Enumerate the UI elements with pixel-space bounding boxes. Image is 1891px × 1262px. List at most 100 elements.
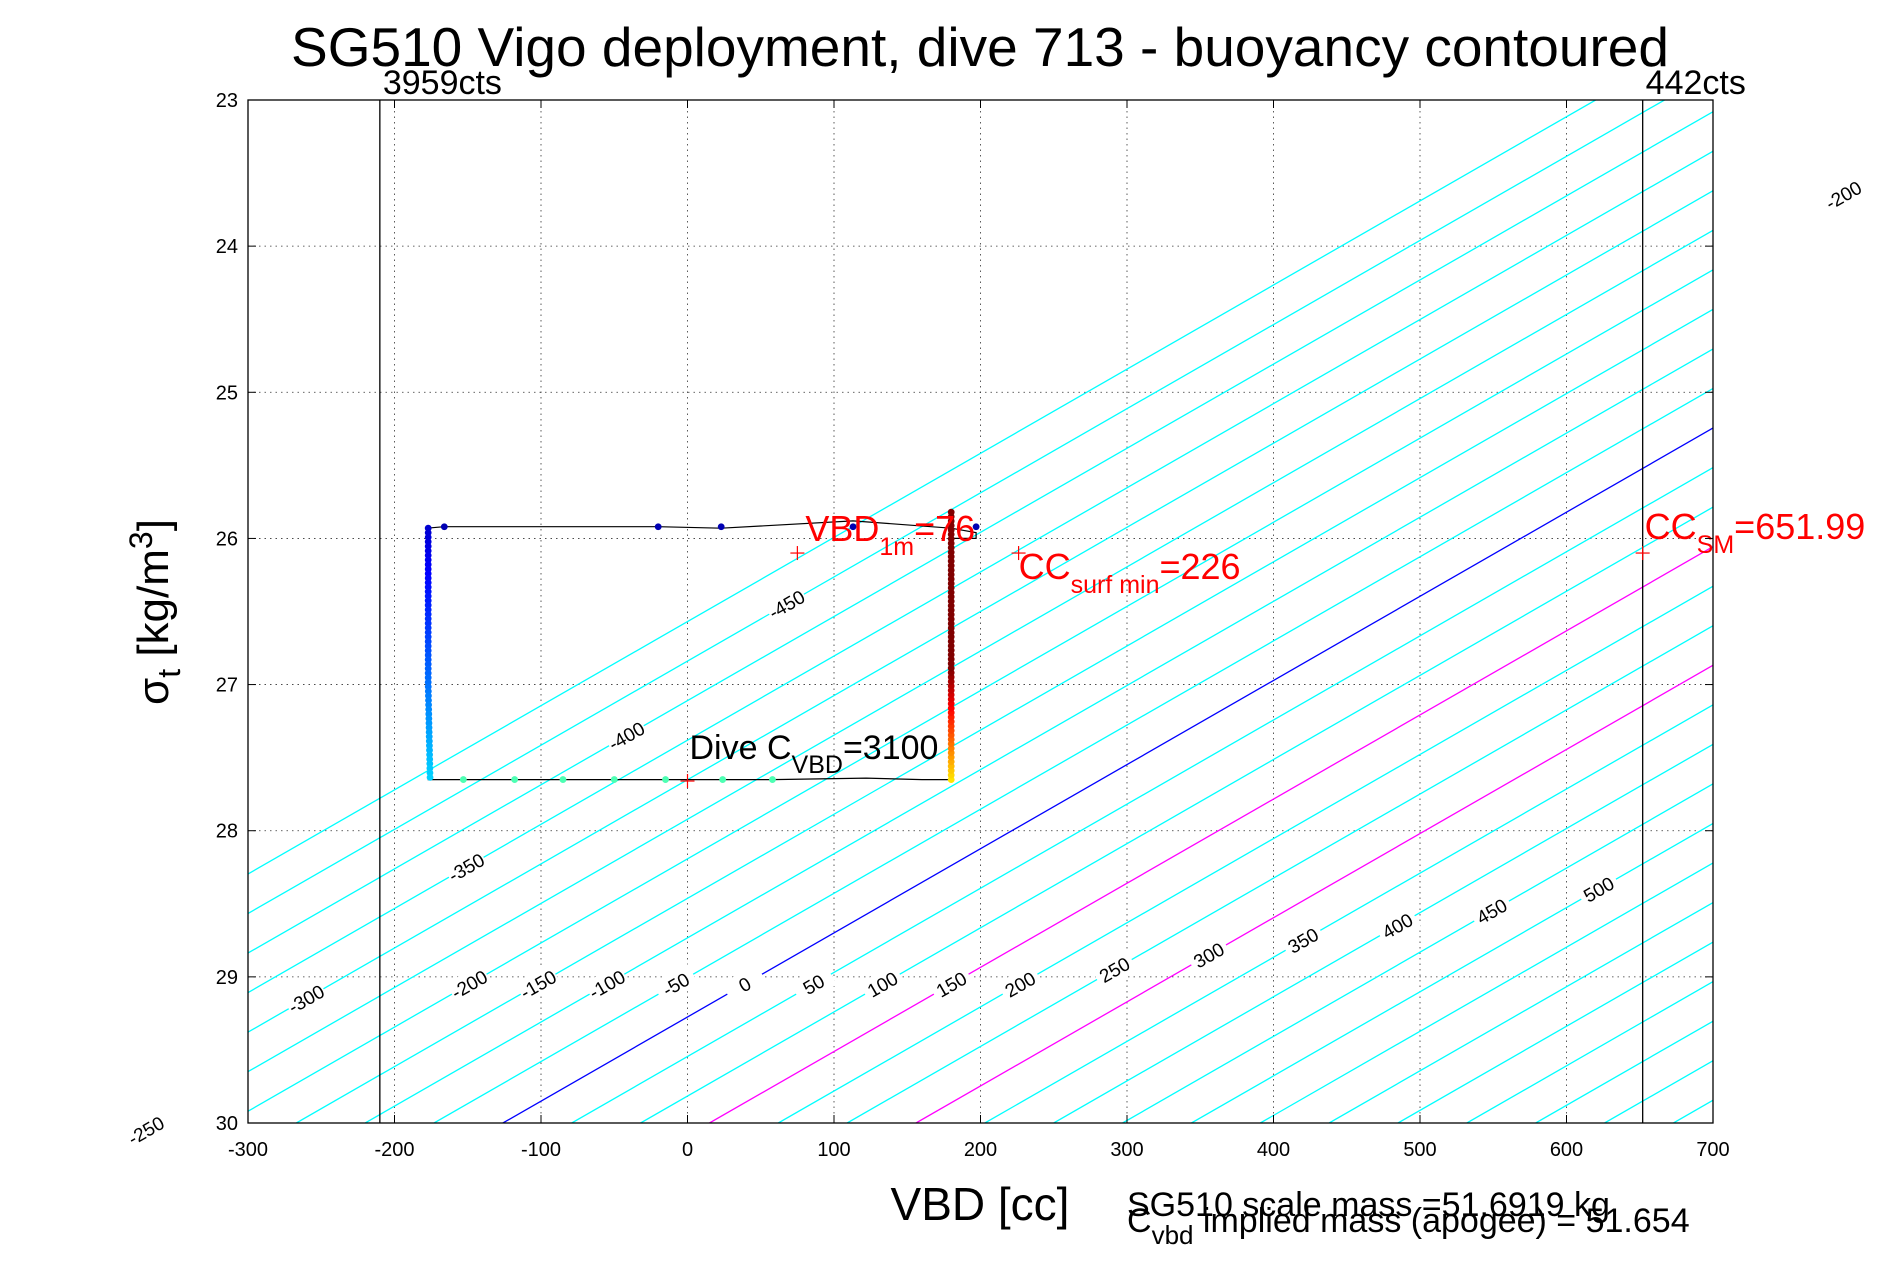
contour-label-bg (1820, 174, 1867, 216)
contour-line (296, 308, 1713, 1123)
contour-labels: -450-400-350-300-250-200-150-100-5005010… (122, 174, 1891, 1151)
contour-label-bg (996, 963, 1044, 1005)
contour-label-bg (652, 963, 700, 1005)
reference-line-label: 442cts (1646, 64, 1746, 102)
x-axis-ticks: -300 -200 -100 0 100 200 300 400 500 600 700 (228, 100, 1730, 1161)
data-point (511, 776, 519, 783)
data-point (426, 773, 434, 781)
contour-line (778, 585, 1713, 1123)
marker-label-sub: surf min (1071, 571, 1160, 599)
x-tick-label: 500 (1403, 1139, 1436, 1161)
contour-label-bg (763, 583, 810, 625)
x-tick-label: 400 (1257, 1139, 1290, 1161)
marker-label-main: VBD (805, 508, 879, 549)
marker-label-value: =3100 (843, 729, 939, 767)
data-point (662, 776, 669, 783)
contour-line (1191, 822, 1713, 1123)
y-tick-label: 26 (216, 528, 238, 550)
data-point (717, 523, 725, 531)
contour-label-bg (1575, 868, 1622, 910)
contour-line (1053, 743, 1713, 1123)
implied-mass-main: C (1127, 1202, 1152, 1240)
contour-line (1397, 941, 1713, 1123)
contour-label-bg (1468, 890, 1515, 932)
contour-label-bg (927, 963, 975, 1005)
x-tick-label: -100 (521, 1139, 561, 1161)
marker-label: VBD1m=76 (805, 508, 975, 561)
contour-line (1673, 1099, 1713, 1123)
buoyancy-contours (248, 100, 1891, 1123)
contour-label-bg (583, 963, 631, 1005)
y-axis-label-sub: t (151, 669, 187, 678)
data-point (972, 523, 980, 531)
contour-label-bg (514, 963, 562, 1005)
y-tick-label: 29 (216, 967, 238, 989)
contour-label-bg (445, 963, 493, 1005)
y-axis-label-sup: 3 (123, 531, 159, 549)
contour-line (248, 100, 1665, 915)
marker-label-sub: 1m (879, 533, 914, 561)
marker-label-value: =76 (914, 508, 975, 549)
y-tick-label: 25 (216, 382, 238, 404)
y-axis-label-main: σ (129, 678, 178, 705)
contour-label-bg (282, 978, 330, 1020)
contour-line (248, 190, 1713, 1033)
data-point (440, 523, 448, 531)
y-axis-label: σt [kg/m3] (123, 519, 187, 705)
x-tick-label: -300 (228, 1139, 268, 1161)
contour-line (984, 704, 1713, 1123)
x-axis-label: VBD [cc] (891, 1178, 1070, 1230)
contour-line (248, 110, 1713, 954)
contour-line (248, 150, 1713, 994)
marker-label-sub: VBD (792, 751, 843, 779)
contour-line (248, 100, 1596, 875)
contour-line (709, 545, 1713, 1123)
y-axis-label-end: ] (129, 519, 178, 531)
scale-mass-note: SG510 scale mass =51.6919 kg (1127, 1186, 1610, 1224)
contour-line (1122, 783, 1713, 1123)
contour-line (502, 427, 1713, 1123)
contour-label-bg (122, 1109, 170, 1151)
contour-line (915, 664, 1713, 1123)
marker-label-value: =226 (1159, 546, 1240, 587)
x-tick-label: 200 (964, 1139, 997, 1161)
dive-trajectory (426, 520, 977, 781)
vertical-lines: 3959cts 442cts (379, 64, 1746, 1123)
x-tick-label: -200 (374, 1139, 414, 1161)
marker-label-main: CC (1019, 546, 1071, 587)
contour-line (1742, 100, 1891, 1123)
x-tick-label: 600 (1550, 1139, 1583, 1161)
contour-label-bg (1091, 949, 1138, 990)
implied-mass-sub: vbd (1152, 1220, 1194, 1250)
data-point (459, 776, 467, 783)
contour-line (1811, 100, 1891, 1123)
contour-label-bg (1373, 905, 1421, 947)
contour-line (571, 466, 1713, 1123)
y-axis-ticks: 23 24 25 26 27 28 29 30 (216, 90, 1713, 1135)
contour-label-bg (790, 963, 837, 1005)
data-point (719, 776, 727, 783)
contour-line (433, 387, 1713, 1123)
data-point (769, 776, 776, 783)
contour-line (1328, 901, 1713, 1123)
contour-line (846, 625, 1713, 1123)
data-point (947, 508, 955, 516)
marker-label: Dive CVBD=3100 (690, 729, 939, 779)
data-point (849, 523, 857, 531)
y-tick-label: 30 (216, 1113, 238, 1135)
contour-line (248, 269, 1713, 1112)
contour-line (640, 506, 1713, 1123)
x-tick-label: 300 (1110, 1139, 1143, 1161)
implied-mass-note: Cvbd implied mass (apogee) = 51.654 (1127, 1202, 1690, 1250)
data-point (559, 776, 567, 783)
contour-line (1259, 862, 1713, 1123)
implied-mass-rest: implied mass (apogee) = 51.654 (1193, 1202, 1689, 1240)
contour-label-bg (1185, 934, 1233, 976)
marker-label-value: =651.99 (1734, 506, 1865, 547)
y-tick-label: 23 (216, 90, 238, 112)
dive-points (424, 508, 980, 783)
y-tick-label: 27 (216, 675, 238, 697)
marker-label: CCSM=651.99 (1645, 506, 1866, 559)
contour-label-bg (603, 715, 650, 757)
